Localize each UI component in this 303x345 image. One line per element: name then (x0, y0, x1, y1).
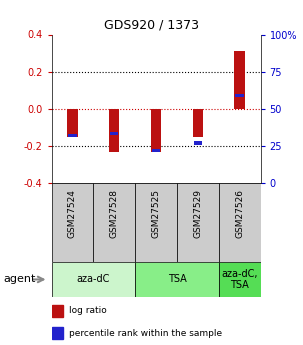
Bar (109, 109, 119, 152)
Text: log ratio: log ratio (69, 306, 107, 315)
Bar (235, 94, 244, 97)
Bar (219, 262, 261, 297)
Text: GSM27528: GSM27528 (110, 189, 119, 238)
Bar (177, 183, 219, 262)
Text: percentile rank within the sample: percentile rank within the sample (69, 329, 222, 338)
Bar (52, 327, 63, 339)
Text: GSM27524: GSM27524 (68, 189, 77, 238)
Bar (235, 51, 245, 109)
Bar (193, 109, 203, 137)
Text: GDS920 / 1373: GDS920 / 1373 (104, 18, 199, 31)
Bar (67, 109, 78, 137)
Bar (135, 183, 177, 262)
Bar (52, 183, 93, 262)
Text: aza-dC,
TSA: aza-dC, TSA (221, 269, 258, 290)
Text: TSA: TSA (168, 275, 186, 284)
Text: GSM27525: GSM27525 (152, 189, 161, 238)
Bar (93, 183, 135, 262)
Bar (52, 262, 135, 297)
Bar (152, 149, 160, 152)
Text: GSM27526: GSM27526 (235, 189, 244, 238)
Bar (110, 132, 118, 135)
Bar (135, 262, 219, 297)
Text: GSM27529: GSM27529 (193, 189, 202, 238)
Bar (52, 305, 63, 317)
Bar (194, 141, 202, 145)
Text: agent: agent (3, 275, 35, 284)
Bar (151, 109, 161, 152)
Text: aza-dC: aza-dC (77, 275, 110, 284)
Bar (219, 183, 261, 262)
Bar (68, 134, 77, 137)
